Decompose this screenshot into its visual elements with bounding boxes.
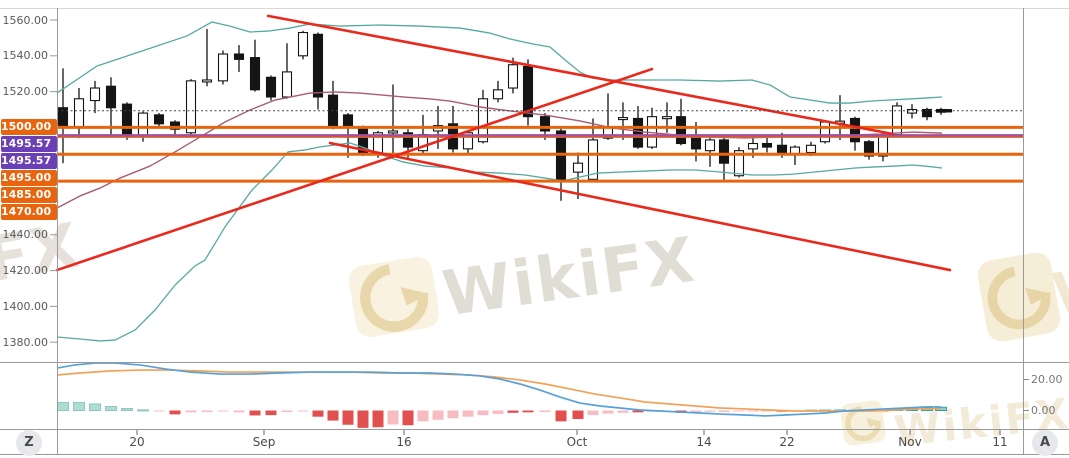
trend-line[interactable] — [55, 67, 654, 272]
auto-scale-button[interactable]: A — [1032, 430, 1058, 456]
histogram-bar — [477, 410, 489, 416]
candle-body — [733, 150, 745, 177]
trend-line[interactable] — [266, 14, 895, 136]
candle-body — [632, 117, 644, 148]
histogram-bar — [312, 410, 324, 417]
candle-body — [690, 137, 702, 150]
candle-body — [921, 108, 933, 118]
candle-body — [89, 87, 101, 102]
histogram-bar — [249, 410, 261, 416]
histogram-bar — [265, 410, 277, 416]
histogram-bar — [281, 410, 293, 413]
histogram-bar — [387, 410, 399, 425]
histogram-bar — [747, 410, 759, 412]
candle-body — [201, 79, 213, 83]
histogram-bar — [169, 410, 181, 415]
candle-body — [105, 85, 117, 109]
candle-body — [572, 162, 584, 173]
histogram-bar — [539, 410, 551, 413]
histogram-bar — [522, 410, 534, 413]
candle-body — [217, 53, 229, 82]
histogram-bar — [121, 407, 133, 411]
histogram-bar — [201, 410, 213, 413]
candle-body — [185, 80, 197, 134]
candle-body — [522, 65, 534, 118]
candle-body — [462, 132, 474, 150]
candle-body — [849, 117, 861, 143]
histogram-bar — [233, 410, 245, 413]
histogram-bar — [185, 410, 197, 413]
histogram-bar — [492, 410, 504, 414]
candle-body — [863, 141, 875, 157]
histogram-bar — [617, 410, 629, 413]
histogram-bar — [587, 410, 599, 416]
histogram-bar — [602, 410, 614, 414]
candle-body — [587, 139, 599, 180]
histogram-bar — [153, 410, 165, 412]
histogram-bar — [447, 410, 459, 419]
histogram-bar — [507, 410, 519, 413]
candle-body — [507, 64, 519, 89]
candle-body — [265, 76, 277, 98]
candle-body — [661, 116, 673, 120]
candle-body — [249, 57, 261, 91]
macd-signal-line — [56, 369, 941, 412]
histogram-bar — [73, 401, 85, 412]
candle-body — [718, 139, 730, 164]
bollinger-upper-line — [56, 21, 943, 104]
histogram-bar — [327, 410, 339, 421]
histogram-bar — [137, 409, 149, 412]
histogram-bar — [217, 410, 229, 412]
candle-body — [233, 53, 245, 60]
indicator-panel-area[interactable] — [57, 363, 1023, 429]
histogram-bar — [432, 410, 444, 420]
histogram-bar — [632, 410, 644, 413]
main-chart-area[interactable] — [57, 8, 1023, 362]
candle-body — [761, 142, 773, 148]
candle-body — [906, 108, 918, 114]
histogram-bar — [572, 410, 584, 420]
histogram-bar — [761, 410, 773, 412]
candle-body — [402, 132, 414, 148]
histogram-bar — [342, 410, 354, 425]
histogram-bar — [704, 410, 716, 412]
candle-body — [805, 144, 817, 154]
zoom-button[interactable]: Z — [16, 430, 42, 456]
candle-body — [539, 116, 551, 132]
candle-body — [297, 31, 309, 57]
trend-line[interactable] — [328, 141, 952, 272]
candle-body — [747, 142, 759, 150]
candle-body — [617, 117, 629, 121]
histogram-bar — [718, 410, 730, 413]
candle-body — [704, 139, 716, 152]
candle-body — [153, 114, 165, 125]
histogram-bar — [105, 405, 117, 412]
last-price-marker — [936, 109, 952, 113]
candle-body — [312, 33, 324, 98]
histogram-bar — [690, 410, 702, 413]
candle-body — [169, 121, 181, 130]
candle-body — [387, 130, 399, 134]
histogram-bar — [733, 410, 745, 412]
histogram-bar — [417, 410, 429, 422]
histogram-bar — [357, 410, 369, 428]
macd-line — [56, 362, 941, 417]
histogram-bar — [462, 410, 474, 417]
histogram-bar — [402, 410, 414, 426]
histogram-bar — [297, 410, 309, 412]
histogram-bar — [372, 410, 384, 428]
candle-body — [492, 89, 504, 100]
candle-body — [477, 98, 489, 143]
histogram-bar — [89, 403, 101, 411]
candle-body — [675, 116, 687, 145]
histogram-bar — [555, 410, 567, 422]
